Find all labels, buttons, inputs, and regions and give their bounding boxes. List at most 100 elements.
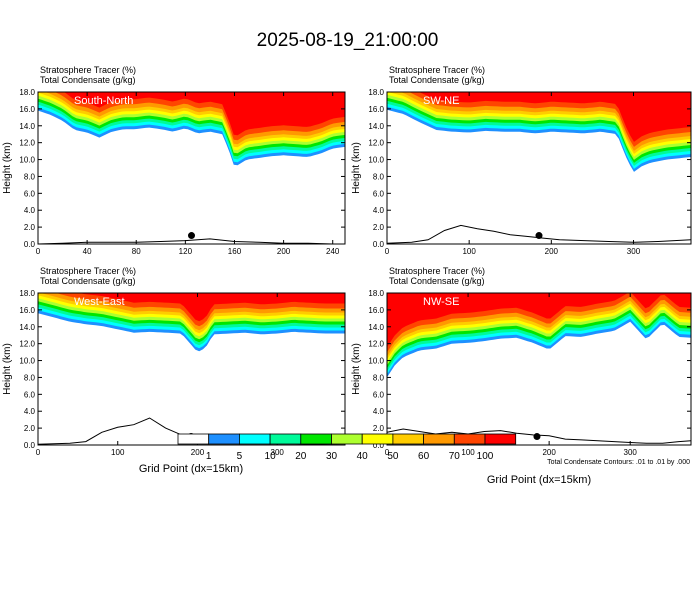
colorbar-label: 60 [418, 451, 430, 462]
plot-area [387, 293, 691, 445]
plot-frame [37, 292, 346, 446]
x-tick-label: 200 [277, 247, 291, 256]
panel-header-condensate: Total Condensate (g/kg) [40, 276, 136, 286]
y-tick-label: 10.0 [368, 156, 384, 165]
x-tick-label: 100 [461, 448, 475, 457]
tracer-band-100 [387, 293, 691, 348]
y-tick-label: 6.0 [373, 189, 385, 198]
y-tick-label: 10.0 [368, 357, 384, 366]
y-axis-label: Height (km) [351, 142, 362, 194]
tracer-band-100 [38, 293, 345, 322]
y-tick-label: 12.0 [19, 340, 35, 349]
x-tick-label: 100 [111, 448, 125, 457]
x-tick-label: 200 [191, 448, 205, 457]
x-tick-label: 200 [545, 247, 559, 256]
colorbar-label: 30 [326, 451, 338, 462]
x-tick-label: 300 [627, 247, 641, 256]
plot-area [387, 92, 691, 244]
y-axis-label: Height (km) [351, 343, 362, 395]
panel-label: West-East [74, 296, 125, 308]
colorbar-label: 50 [387, 451, 399, 462]
y-tick-label: 0.0 [24, 240, 36, 249]
y-tick-label: 4.0 [24, 206, 36, 215]
colorbar-swatch [300, 433, 332, 445]
colorbar-label: 40 [357, 451, 369, 462]
plot-area [38, 92, 345, 244]
colorbar-swatch [331, 433, 363, 445]
y-tick-label: 4.0 [373, 407, 385, 416]
colorbar-swatch [177, 433, 210, 445]
y-tick-label: 14.0 [19, 122, 35, 131]
y-tick-label: 12.0 [19, 139, 35, 148]
x-tick-label: 240 [326, 247, 340, 256]
y-tick-label: 14.0 [368, 323, 384, 332]
x-tick-label: 100 [462, 247, 476, 256]
y-tick-label: 2.0 [24, 424, 36, 433]
location-marker [188, 232, 195, 240]
y-axis-label: Height (km) [2, 142, 13, 194]
y-tick-label: 16.0 [19, 105, 35, 114]
colorbar-swatch [392, 433, 424, 445]
x-tick-label: 200 [542, 448, 556, 457]
x-tick-label: 0 [36, 247, 41, 256]
colorbar-label: 10 [265, 451, 277, 462]
colorbar-label: 100 [477, 451, 494, 462]
tracer-band-100 [387, 92, 691, 142]
y-tick-label: 12.0 [368, 340, 384, 349]
plot-frame [386, 91, 692, 245]
x-tick-label: 300 [271, 448, 285, 457]
x-tick-label: 120 [179, 247, 193, 256]
y-axis-label: Height (km) [2, 343, 13, 395]
x-tick-label: 40 [83, 247, 92, 256]
y-tick-label: 12.0 [368, 139, 384, 148]
panel-header-tracer: Stratosphere Tracer (%) [40, 65, 136, 75]
panel-header-condensate: Total Condensate (g/kg) [389, 276, 485, 286]
panel-label: NW-SE [423, 296, 459, 308]
colorbar-swatch [208, 433, 240, 445]
y-tick-label: 18.0 [368, 289, 384, 298]
x-axis-label: Grid Point (dx=15km) [487, 474, 591, 486]
colorbar-label: 70 [449, 451, 461, 462]
colorbar-swatch [238, 433, 271, 445]
panel-sw-ne: Stratosphere Tracer (%)Total Condensate … [351, 65, 692, 256]
terrain-line [38, 238, 345, 244]
y-tick-label: 16.0 [368, 306, 384, 315]
y-tick-label: 8.0 [373, 373, 385, 382]
y-tick-label: 8.0 [24, 373, 36, 382]
y-tick-label: 0.0 [24, 441, 36, 450]
y-tick-label: 4.0 [24, 407, 36, 416]
y-tick-label: 14.0 [19, 323, 35, 332]
y-tick-label: 2.0 [373, 424, 385, 433]
terrain-line [387, 224, 691, 244]
colorbar-swatch [269, 433, 302, 445]
colorbar-swatch [361, 433, 394, 445]
colorbar-label: 1 [206, 451, 212, 462]
y-tick-label: 18.0 [19, 289, 35, 298]
y-tick-label: 10.0 [19, 156, 35, 165]
y-tick-label: 0.0 [373, 240, 385, 249]
panel-header-tracer: Stratosphere Tracer (%) [40, 266, 136, 276]
y-tick-label: 14.0 [368, 122, 384, 131]
location-marker [533, 433, 541, 441]
y-tick-label: 6.0 [24, 189, 36, 198]
y-tick-label: 18.0 [368, 88, 384, 97]
location-marker [535, 232, 543, 240]
y-tick-label: 16.0 [19, 306, 35, 315]
tracer-band-70 [387, 92, 691, 147]
panel-header-condensate: Total Condensate (g/kg) [40, 75, 136, 85]
y-tick-label: 16.0 [368, 105, 384, 114]
y-tick-label: 2.0 [24, 223, 36, 232]
panel-header-condensate: Total Condensate (g/kg) [389, 75, 485, 85]
colorbar: 1 5 10 20 30 40 50 60 70 100 [177, 433, 517, 462]
panel-header-tracer: Stratosphere Tracer (%) [389, 65, 485, 75]
y-tick-label: 0.0 [373, 441, 385, 450]
y-tick-label: 2.0 [373, 223, 385, 232]
panel-west-east: Stratosphere Tracer (%)Total Condensate … [2, 266, 346, 457]
x-tick-label: 80 [132, 247, 141, 256]
y-tick-label: 6.0 [373, 390, 385, 399]
y-tick-label: 4.0 [373, 206, 385, 215]
y-tick-label: 10.0 [19, 357, 35, 366]
x-tick-label: 0 [385, 247, 390, 256]
contour-note: Total Condensate Contours: .01 to .01 by… [547, 459, 690, 466]
